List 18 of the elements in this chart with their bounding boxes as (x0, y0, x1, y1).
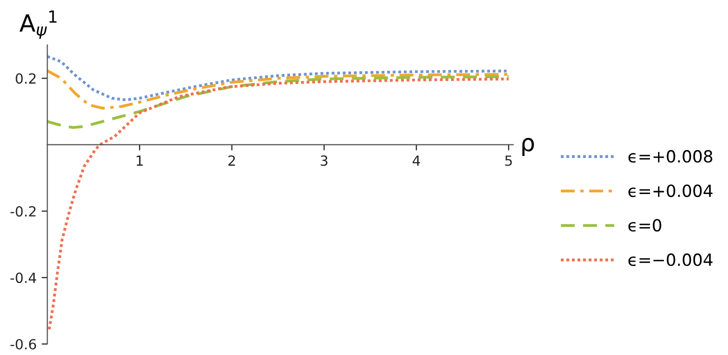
legend-label: ϵ=+0.004 (628, 184, 712, 198)
x-tick-label: 3 (320, 155, 328, 166)
y-axis-title: A$_{ψ}$$^{1}$ (20, 10, 57, 39)
y-tick-label: -0.6 (10, 338, 36, 350)
x-tick-label: 1 (136, 156, 143, 166)
legend-label: ϵ=0 (628, 218, 662, 232)
y-tick-label: 0.2 (16, 73, 36, 84)
x-tick-label: 2 (228, 155, 235, 166)
y-tick-label: -0.4 (10, 272, 36, 284)
x-axis-title: ρ (522, 138, 534, 156)
line-series (47, 75, 510, 129)
line-series (47, 69, 510, 110)
y-tick-label: -0.2 (10, 206, 36, 217)
line-series (48, 78, 510, 331)
x-tick-label: 5 (505, 156, 512, 166)
legend-label: ϵ=+0.008 (628, 150, 712, 163)
legend-label: ϵ=−0.004 (628, 253, 712, 266)
x-tick-label: 4 (412, 156, 420, 166)
